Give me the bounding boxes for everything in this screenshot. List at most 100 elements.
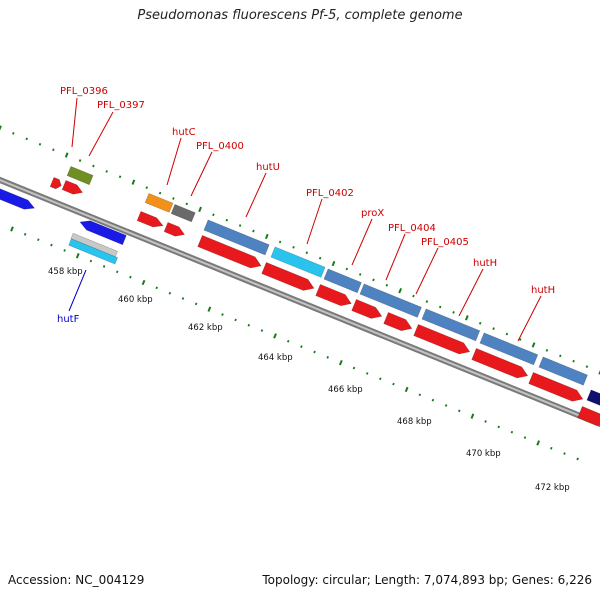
gene-label-pfl-0396[interactable]: PFL_0396: [60, 86, 108, 97]
upper-dots-15: [198, 206, 202, 213]
feature-pfl-0400: [170, 204, 196, 223]
lower-dots-13: [181, 297, 185, 300]
feature-pfl-0405: [421, 308, 481, 342]
gene-label-hutf[interactable]: hutF: [57, 314, 80, 325]
lower-dots-21: [286, 339, 290, 343]
leader-pfl-0404: [385, 233, 406, 281]
cds-pfl-0404-b: [383, 312, 413, 332]
lower-dots-22: [300, 345, 303, 349]
upper-dots-26: [345, 267, 349, 271]
upper-dots-16: [212, 213, 215, 217]
upper-dots-7: [92, 164, 95, 168]
upper-dots-24: [318, 256, 322, 260]
lower-dots-38: [510, 430, 514, 434]
lower-dots-8: [115, 270, 119, 274]
lower-dots-7: [102, 265, 106, 268]
upper-dots-34: [452, 311, 455, 314]
cds-pfl-0405: [413, 324, 471, 355]
cds-hutc: [136, 211, 164, 228]
gene-label-hutu[interactable]: hutU: [256, 162, 280, 173]
upper-dots-20: [264, 233, 269, 240]
upper-dots-30: [398, 288, 403, 294]
upper-dots-43: [572, 359, 575, 363]
leader-pfl-0402: [306, 198, 323, 245]
upper-dots-9: [118, 175, 122, 179]
lower-dots-14: [194, 302, 198, 306]
lower-dots-27: [365, 372, 369, 375]
upper-dots-6: [78, 159, 82, 162]
cds-prox: [315, 284, 352, 307]
upper-dots-4: [52, 148, 55, 152]
tick-label-460: 460 kbp: [118, 295, 153, 305]
cds-hutf: [79, 220, 127, 246]
gene-labels: PFL_0396 PFL_0397 hutC PFL_0400 hutU PFL…: [57, 86, 555, 325]
feature-pfl-0402: [270, 246, 326, 278]
lower-dots-37: [497, 425, 500, 429]
gene-label-pfl-0404[interactable]: PFL_0404: [388, 223, 436, 234]
gene-label-hutc[interactable]: hutC: [172, 127, 196, 138]
tick-label-468: 468 kbp: [397, 417, 432, 427]
upper-dots-32: [425, 300, 429, 303]
tick-label-470: 470 kbp: [466, 449, 501, 459]
upper-dots-22: [292, 245, 295, 249]
lower-dots-32: [431, 398, 435, 402]
lower-dots-24: [326, 355, 329, 359]
upper-dots-39: [518, 338, 522, 341]
cds-blue-left: [0, 188, 36, 210]
upper-dots-17: [225, 218, 229, 222]
feature-navy: [586, 389, 600, 406]
upper-dots-37: [492, 327, 495, 331]
gene-label-pfl-0402[interactable]: PFL_0402: [306, 188, 354, 199]
lower-dots-35: [470, 413, 475, 419]
gene-label-prox[interactable]: proX: [361, 208, 384, 219]
lower-tick-dots: [10, 226, 579, 461]
feature-huth-2: [538, 356, 588, 386]
cds-hutu: [197, 235, 262, 269]
leader-huth-1: [458, 268, 484, 317]
gene-label-pfl-0405[interactable]: PFL_0405: [421, 237, 469, 248]
lower-dots-40: [536, 440, 541, 446]
lower-dots-2: [37, 238, 40, 242]
lower-dots-43: [576, 457, 579, 461]
leader-hutu: [245, 172, 267, 218]
genome-info-text: Topology: circular; Length: 7,074,893 bp…: [262, 573, 592, 587]
lower-dots-0: [10, 226, 14, 232]
upper-dots-19: [252, 229, 255, 233]
cds-pfl-0400: [163, 222, 186, 237]
leader-hutc: [166, 137, 182, 186]
leader-pfl-0400: [190, 151, 213, 197]
upper-dots-14: [185, 202, 189, 206]
feature-olive: [66, 166, 94, 186]
lower-dots-41: [550, 446, 553, 450]
tick-label-472: 472 kbp: [535, 483, 570, 493]
gene-label-pfl-0400[interactable]: PFL_0400: [196, 141, 244, 152]
lower-dots-26: [352, 366, 356, 370]
gene-label-huth-1[interactable]: hutH: [473, 258, 497, 269]
gene-label-huth-2[interactable]: hutH: [531, 285, 555, 296]
lower-dots-39: [523, 436, 527, 439]
lower-dots-5: [75, 253, 80, 259]
leader-pfl-0397: [88, 111, 114, 157]
upper-dots-5: [64, 152, 69, 158]
leader-huth-2: [517, 295, 542, 342]
leader-prox: [351, 218, 373, 266]
cds-huth-2: [528, 372, 584, 402]
upper-dots-13: [172, 197, 175, 200]
lower-dots-10: [141, 279, 146, 286]
upper-dots-31: [412, 294, 415, 298]
upper-dots-11: [145, 186, 149, 190]
leader-lines: [68, 97, 542, 342]
lower-dots-33: [444, 404, 448, 407]
upper-dots-38: [505, 332, 509, 336]
feature-lightblue-strip: [68, 238, 118, 265]
lower-dots-1: [23, 232, 27, 236]
lower-dots-3: [50, 243, 53, 247]
feature-huth-1: [479, 332, 539, 366]
upper-dots-36: [478, 321, 482, 325]
gene-label-pfl-0397[interactable]: PFL_0397: [97, 100, 145, 111]
feature-hutu: [203, 219, 270, 256]
upper-dots-35: [464, 315, 469, 321]
cds-pfl-0396: [49, 177, 62, 190]
upper-dots-28: [372, 278, 375, 282]
tick-label-464: 464 kbp: [258, 353, 293, 363]
